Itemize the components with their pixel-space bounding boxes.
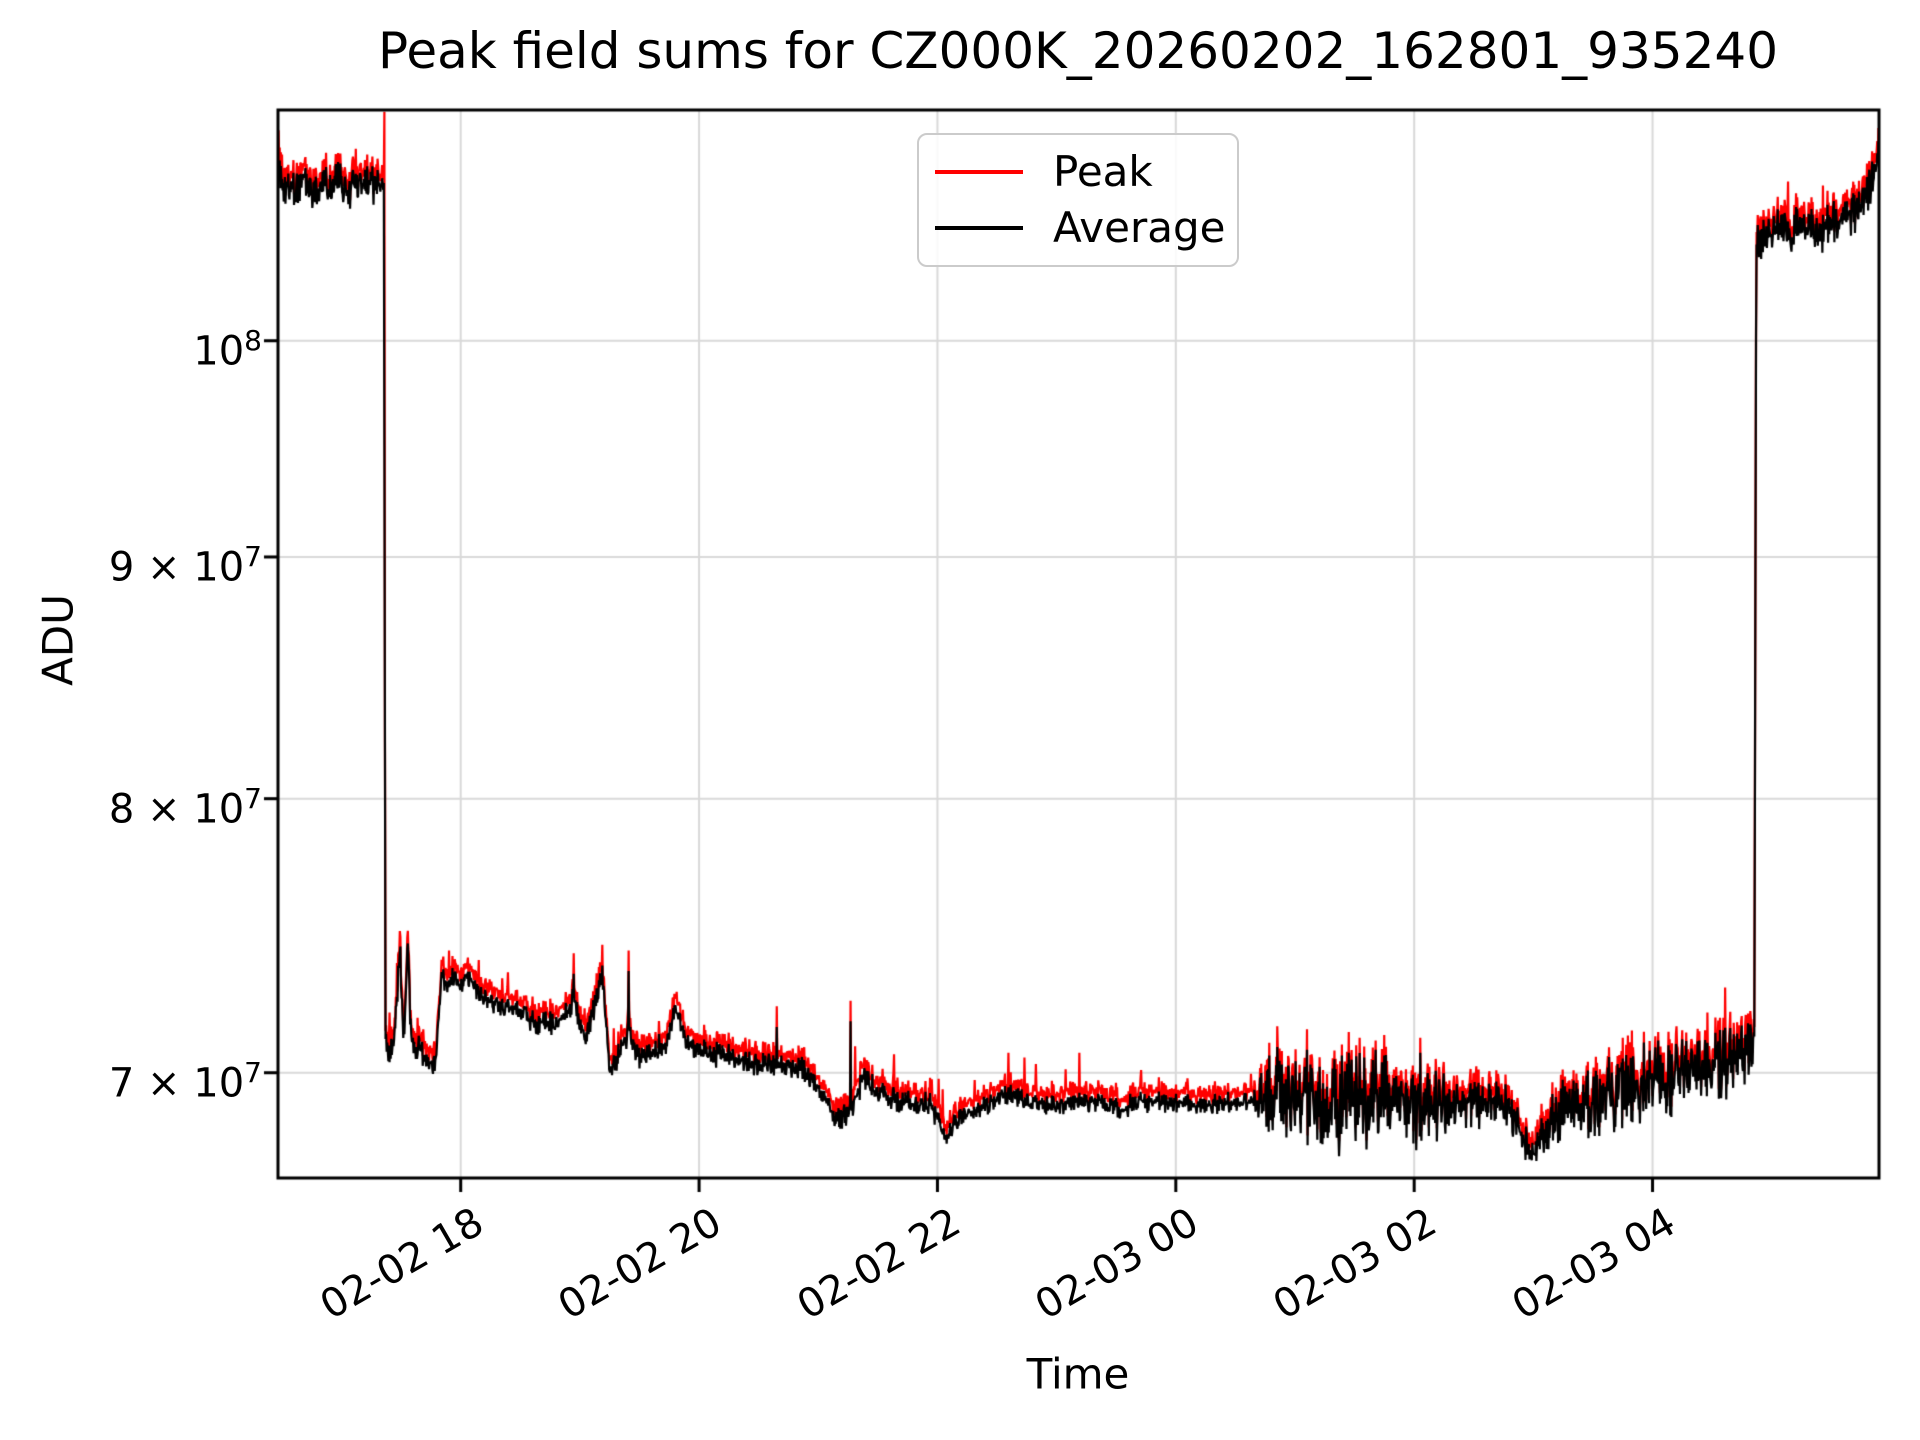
legend-item-peak: Peak	[935, 148, 1217, 196]
legend-item-average: Average	[935, 203, 1225, 252]
legend-label-peak: Peak	[1053, 147, 1153, 197]
legend-label-average: Average	[1053, 202, 1226, 252]
y-axis-label: ADU	[33, 594, 83, 686]
y-tick-label: 8 × 107	[108, 781, 262, 833]
average-line-sample	[935, 225, 1023, 230]
peak-line-sample	[935, 170, 1023, 175]
chart-title: Peak field sums for CZ000K_20260202_1628…	[377, 22, 1779, 80]
y-tick-label: 7 × 107	[108, 1055, 262, 1107]
legend: Peak Average	[917, 133, 1239, 267]
y-tick-label: 108	[193, 323, 262, 375]
y-tick-label: 9 × 107	[108, 539, 262, 591]
x-axis-label: Time	[1026, 1349, 1130, 1399]
